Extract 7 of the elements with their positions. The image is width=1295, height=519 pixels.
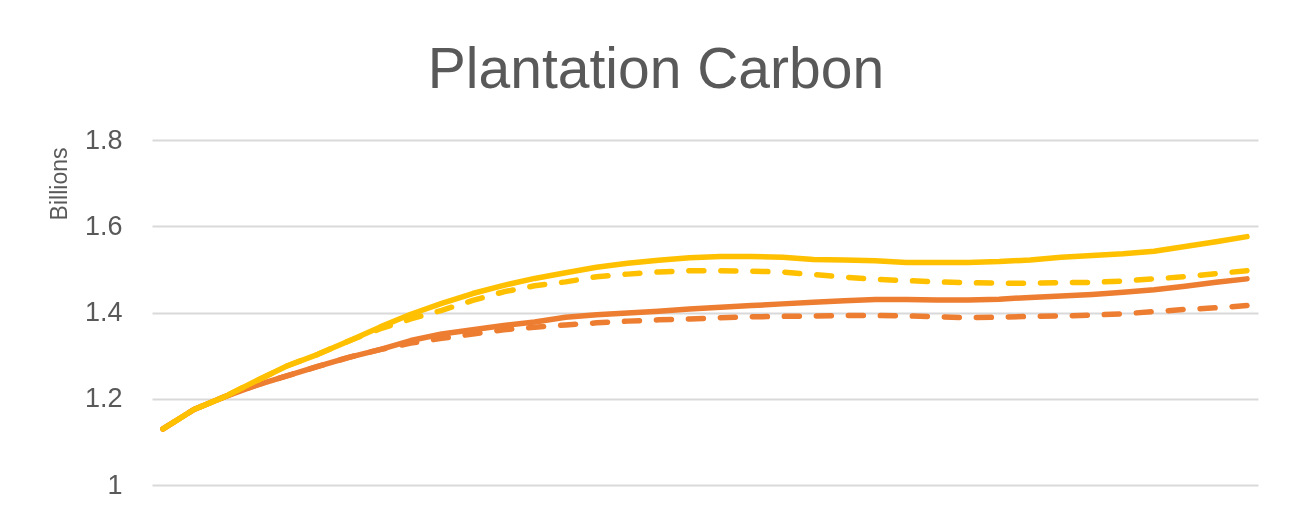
y-axis-title: Billions <box>45 147 72 221</box>
y-tick-label: 1.2 <box>84 383 123 414</box>
y-tick-label: 1.8 <box>84 124 123 155</box>
y-tick-label: 1.6 <box>84 210 123 241</box>
y-tick-label: 1.4 <box>84 297 123 327</box>
y-tick-label: 1 <box>107 469 123 500</box>
chart-title: Plantation Carbon <box>427 36 885 100</box>
